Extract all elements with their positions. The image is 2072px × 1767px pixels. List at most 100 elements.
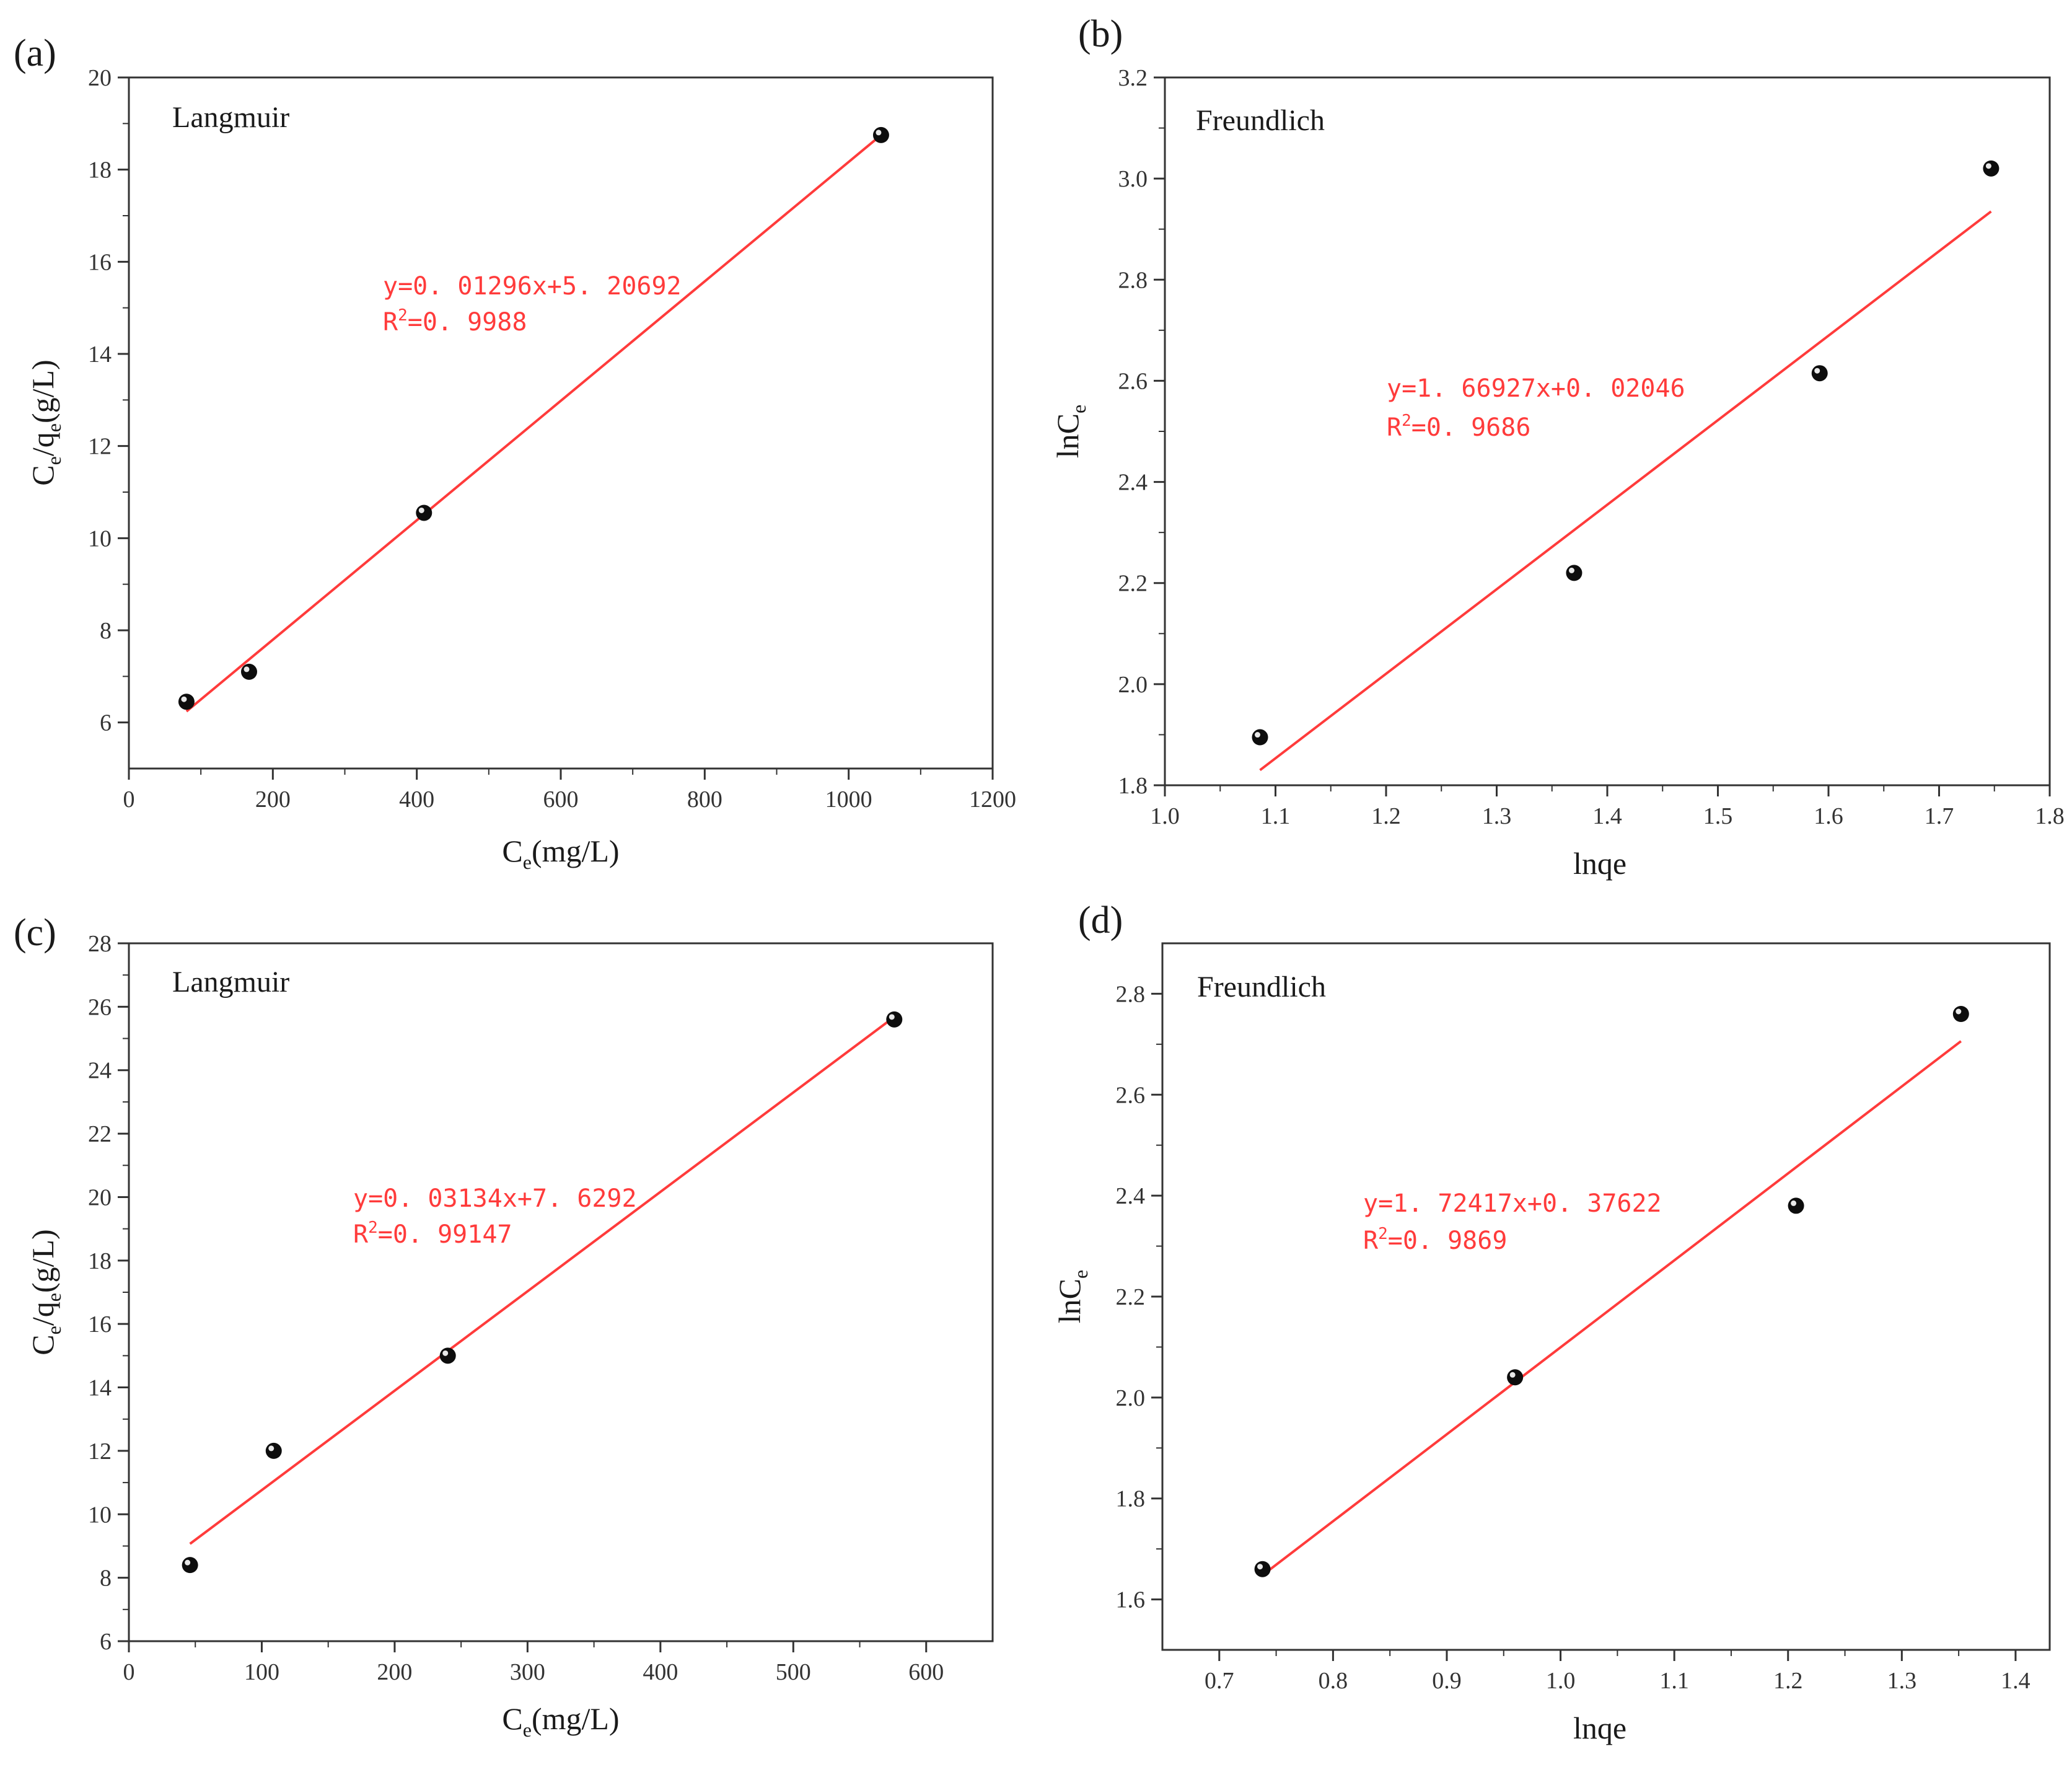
data-point	[1254, 1561, 1271, 1577]
model-label: Freundlich	[1196, 104, 1325, 137]
plot-frame	[1161, 942, 2051, 1651]
x-tick-label: 0	[123, 787, 135, 813]
y-tick-label: 6	[100, 1629, 112, 1655]
y-tick-label: 2.2	[1116, 1284, 1146, 1310]
plot-frame	[128, 76, 994, 770]
x-axis-title: Ce(mg/L)	[502, 834, 619, 873]
y-tick-label: 1.8	[1116, 1486, 1146, 1512]
x-tick-label: 200	[377, 1659, 412, 1685]
data-point	[1952, 1006, 1969, 1022]
data-point-body	[1788, 1197, 1804, 1214]
fit-line	[189, 1016, 895, 1545]
x-tick-label: 1.7	[1925, 803, 1954, 829]
plot-frame	[128, 942, 994, 1642]
x-tick-label: 0	[123, 1659, 135, 1685]
y-axis-title: lnCe	[1052, 1270, 1092, 1323]
data-point-highlight	[181, 696, 187, 702]
data-point-body	[1566, 565, 1583, 581]
data-point	[416, 505, 432, 521]
data-point-highlight	[185, 1559, 191, 1566]
y-tick-label: 1.8	[1118, 773, 1148, 799]
x-tick-label: 1200	[969, 787, 1016, 813]
y-tick-label: 6	[100, 710, 112, 736]
y-tick-label: 2.8	[1118, 267, 1148, 293]
x-tick-label: 1.0	[1546, 1668, 1576, 1694]
fit-equation: y=1. 66927x+0. 02046	[1387, 374, 1685, 403]
x-tick-label: 1.1	[1261, 803, 1291, 829]
x-tick-label: 500	[776, 1659, 811, 1685]
data-point	[178, 694, 195, 710]
x-tick-label: 100	[244, 1659, 279, 1685]
y-tick-label: 8	[100, 618, 112, 644]
panel-a: (a) 0 200 400 600 800 1000 1200 6 8 10 12 14 16 18 20 La…	[14, 32, 1016, 873]
y-tick-label: 20	[88, 1184, 112, 1210]
y-tick-label: 3.2	[1118, 65, 1148, 91]
x-tick-label: 400	[399, 787, 434, 813]
y-tick-label: 18	[88, 157, 112, 183]
y-axis-title: Ce/qe(g/L)	[25, 359, 65, 485]
x-tick-label: 1.2	[1371, 803, 1401, 829]
y-tick-label: 26	[88, 994, 112, 1020]
x-tick-label: 0.7	[1205, 1668, 1234, 1694]
data-point	[1252, 729, 1268, 746]
y-tick-label: 2.4	[1116, 1183, 1146, 1209]
y-tick-label: 1.6	[1116, 1587, 1146, 1613]
data-point-body	[439, 1347, 456, 1364]
data-point	[872, 126, 889, 143]
y-tick-label: 2.2	[1118, 571, 1148, 597]
y-tick-label: 2.0	[1118, 672, 1148, 698]
y-tick-label: 2.4	[1118, 470, 1148, 496]
y-tick-label: 2.6	[1118, 368, 1148, 394]
y-tick-label: 3.0	[1118, 166, 1148, 192]
y-tick-label: 2.6	[1116, 1082, 1146, 1108]
model-label: Langmuir	[172, 101, 289, 134]
x-tick-label: 0.8	[1319, 1668, 1348, 1694]
data-point-body	[182, 1557, 198, 1574]
x-tick-label: 400	[643, 1659, 678, 1685]
data-point-body	[1252, 729, 1268, 746]
r-squared: R2=0. 9869	[1363, 1225, 1507, 1255]
y-tick-label: 14	[88, 342, 112, 368]
data-point-body	[1983, 160, 2000, 177]
data-point	[265, 1442, 282, 1459]
model-label: Langmuir	[172, 966, 289, 998]
x-tick-label: 1.5	[1703, 803, 1733, 829]
y-tick-label: 2.0	[1116, 1385, 1146, 1411]
data-point	[1983, 160, 2000, 177]
data-point-body	[178, 694, 195, 710]
data-point-body	[872, 126, 889, 143]
x-axis-title: lnqe	[1573, 1711, 1626, 1745]
r-squared: R2=0. 9686	[1387, 412, 1530, 442]
x-tick-label: 1.1	[1659, 1668, 1689, 1694]
model-label: Freundlich	[1197, 971, 1326, 1003]
data-point-highlight	[1257, 1564, 1263, 1570]
panel-label: (d)	[1078, 899, 1123, 941]
y-tick-label: 8	[100, 1566, 112, 1592]
panel-b: (b) 1.0 1.1 1.2 1.3 1.4 1.5 1.6 1.7 1.8 1.8 2.0 2.2 2…	[1050, 13, 2065, 881]
data-point	[439, 1347, 456, 1364]
x-tick-label: 1.4	[2001, 1668, 2030, 1694]
panel-label: (b)	[1078, 13, 1123, 55]
data-point	[1788, 1197, 1804, 1214]
r-squared: R2=0. 9988	[383, 306, 527, 337]
panel-label: (a)	[14, 32, 56, 74]
data-point-highlight	[1255, 732, 1261, 738]
x-tick-label: 1000	[825, 787, 872, 813]
panel-d: (d) 0.7 0.8 0.9 1.0 1.1 1.2 1.3 1.4 1.6 1.8 2.0 2.2 2…	[1052, 899, 2051, 1745]
x-tick-label: 0.9	[1432, 1668, 1462, 1694]
data-point-highlight	[1985, 163, 1991, 169]
data-point	[182, 1557, 198, 1574]
x-tick-label: 1.3	[1482, 803, 1512, 829]
fit-line	[1259, 210, 1992, 772]
panel-label: (c)	[14, 912, 56, 954]
data-point-highlight	[268, 1445, 274, 1452]
data-point-highlight	[1568, 567, 1574, 573]
data-point-highlight	[1509, 1372, 1516, 1378]
data-point-body	[1952, 1006, 1969, 1022]
x-axis-title: Ce(mg/L)	[502, 1701, 619, 1741]
fit-line	[185, 134, 882, 713]
y-tick-label: 10	[88, 1502, 112, 1528]
data-point-body	[886, 1011, 903, 1028]
x-tick-label: 800	[687, 787, 722, 813]
data-point-highlight	[876, 130, 882, 136]
